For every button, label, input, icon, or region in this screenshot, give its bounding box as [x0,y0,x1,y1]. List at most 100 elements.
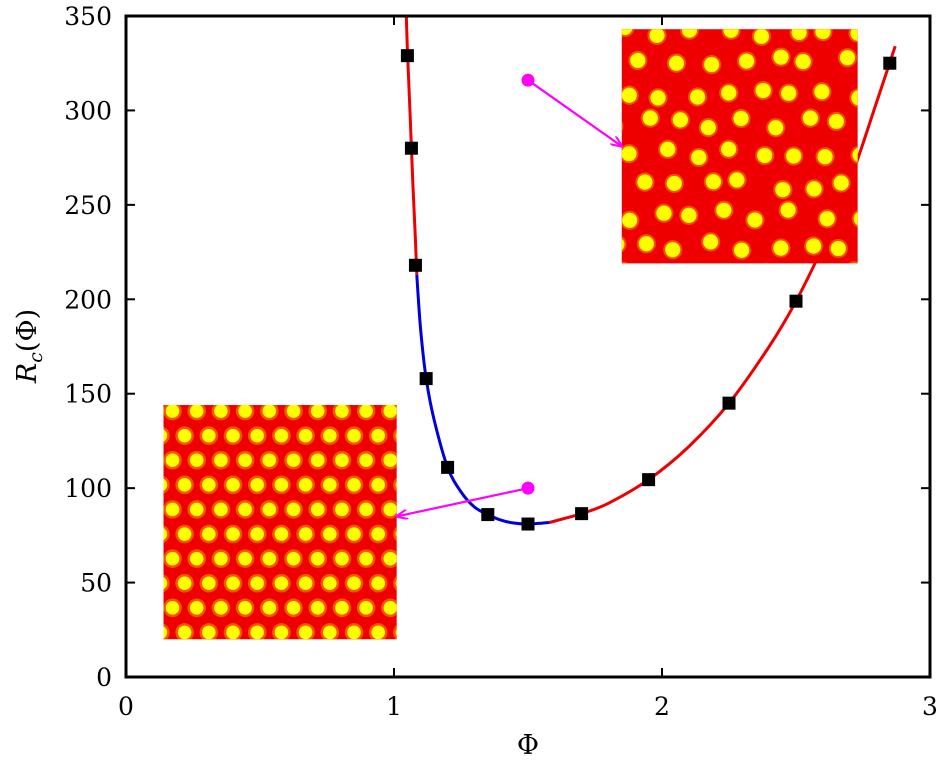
y-tick-label-0: 0 [96,663,112,692]
lower-inset-spot-129 [359,650,373,664]
annotations-layer [397,73,622,517]
upper-inset-spot-20 [591,89,606,104]
lower-inset-spot-37 [177,478,192,492]
data-point-9 [722,396,736,410]
lower-inset-spot-73 [165,551,180,566]
lower-inset-spot-58 [383,502,397,517]
upper-inset-spot-29 [883,82,898,97]
upper-inset-spot-25 [755,82,771,99]
y-tick-label-2: 100 [64,474,112,503]
lower-inset-spot-21 [371,428,386,443]
upper-inset-spot-13 [704,56,720,73]
lower-inset-spot-109 [177,625,192,640]
lower-inset-spot-64 [250,527,265,541]
lower-inset-spot-25 [165,453,180,468]
arrow-origin-lower-inset [521,481,535,495]
lower-inset-spot-48 [142,503,156,517]
lower-inset-spot-118 [395,628,397,637]
lower-inset-spot-74 [189,551,204,566]
lower-inset-spot-17 [274,428,289,443]
lower-inset-spot-9 [359,405,373,418]
upper-inset-spot-8 [850,29,858,41]
lower-inset-spot-19 [323,428,337,443]
lower-inset-spot-90 [298,576,313,591]
lower-inset-spot-18 [298,428,313,443]
data-point-0 [400,49,414,63]
upper-inset-spot-38 [874,116,889,131]
lower-inset-spot-63 [226,527,240,541]
lower-inset-spot-96 [142,601,156,615]
upper-inset-spot-68 [853,212,858,226]
upper-inset-spot-39 [903,118,918,133]
upper-inset-spot-0 [589,29,604,44]
arrow-origin-upper-inset [521,73,535,87]
data-point-10 [789,294,803,308]
lower-inset-spot-70 [395,530,397,538]
lower-inset-spot-11 [408,404,422,418]
lower-inset-spot-121 [166,650,180,664]
upper-inset-spot-44 [721,141,737,157]
upper-inset-spot-78 [870,236,885,251]
lower-inset-spot-124 [238,650,252,664]
lower-inset-spot-117 [371,625,386,640]
upper-inset-spot-42 [660,141,676,157]
insets-layer [142,29,918,664]
ticks-layer: 0 1 2 3 0 50 100 150 200 250 300 350 [64,2,938,721]
data-point-1 [404,141,418,155]
upper-inset-spot-11 [630,52,646,69]
upper-inset-spot-52 [666,175,682,192]
lower-inset-spot-107 [408,601,422,615]
lower-inset-spot-85 [177,576,192,591]
y-axis-label-arg: (Φ) [12,309,43,352]
lower-inset-spot-54 [286,502,301,517]
upper-inset-spot-26 [781,85,797,101]
upper-inset-spot-49 [890,142,905,157]
data-point-7 [575,507,589,521]
upper-inset-spot-7 [815,29,831,40]
lower-inset-spot-36 [163,478,168,491]
upper-inset-spot-21 [621,87,637,103]
upper-inset-spot-28 [851,90,858,106]
lower-inset-spot-125 [263,650,277,664]
upper-inset-spot-27 [814,84,830,100]
upper-inset-spot-50 [602,179,617,194]
x-tick-label-3: 3 [922,692,938,721]
lower-inset-spot-10 [383,405,397,418]
lower-inset-spot-4 [238,405,252,418]
lower-inset-spot-83 [408,552,422,566]
upper-inset-spot-37 [828,113,844,130]
upper-inset-spot-59 [895,180,910,195]
upper-inset-spot-82 [656,265,671,280]
upper-inset-spot-81 [615,264,630,279]
lower-inset-spot-56 [335,502,349,517]
lower-inset-spot-13 [177,428,192,443]
upper-inset-spot-69 [883,206,898,221]
upper-inset-spot-23 [689,89,706,105]
y-tick-label-3: 150 [64,380,112,409]
lower-inset-spot-38 [202,478,216,492]
lower-inset-spot-94 [395,579,397,587]
upper-inset-spot-40 [587,142,602,157]
upper-inset-spot-70 [621,238,625,251]
upper-inset-spot-55 [775,182,791,198]
lower-inset-spot-113 [274,625,289,640]
x-tick-label-1: 1 [386,692,402,721]
upper-inset-spot-4 [723,29,739,38]
lower-inset-spot-8 [335,405,349,418]
upper-inset-spot-87 [824,265,839,280]
lower-inset-spot-27 [214,453,228,468]
lower-inset-spot-33 [359,453,373,468]
lower-inset-spot-61 [177,527,192,541]
lower-inset-spot-93 [371,576,386,591]
upper-inset-spot-6 [791,29,807,41]
lower-inset-spot-88 [250,576,265,591]
y-axis-label-sub: c [25,352,47,363]
lower-inset-spot-99 [214,601,228,615]
lower-inset-spot-34 [383,453,397,468]
lower-inset-spot-30 [286,453,301,468]
lower-inset-spot-47 [420,478,434,492]
upper-inset-spot-34 [733,110,749,127]
y-tick-label-5: 250 [64,191,112,220]
lower-inset-spot-78 [286,551,301,566]
data-point-8 [642,473,656,487]
